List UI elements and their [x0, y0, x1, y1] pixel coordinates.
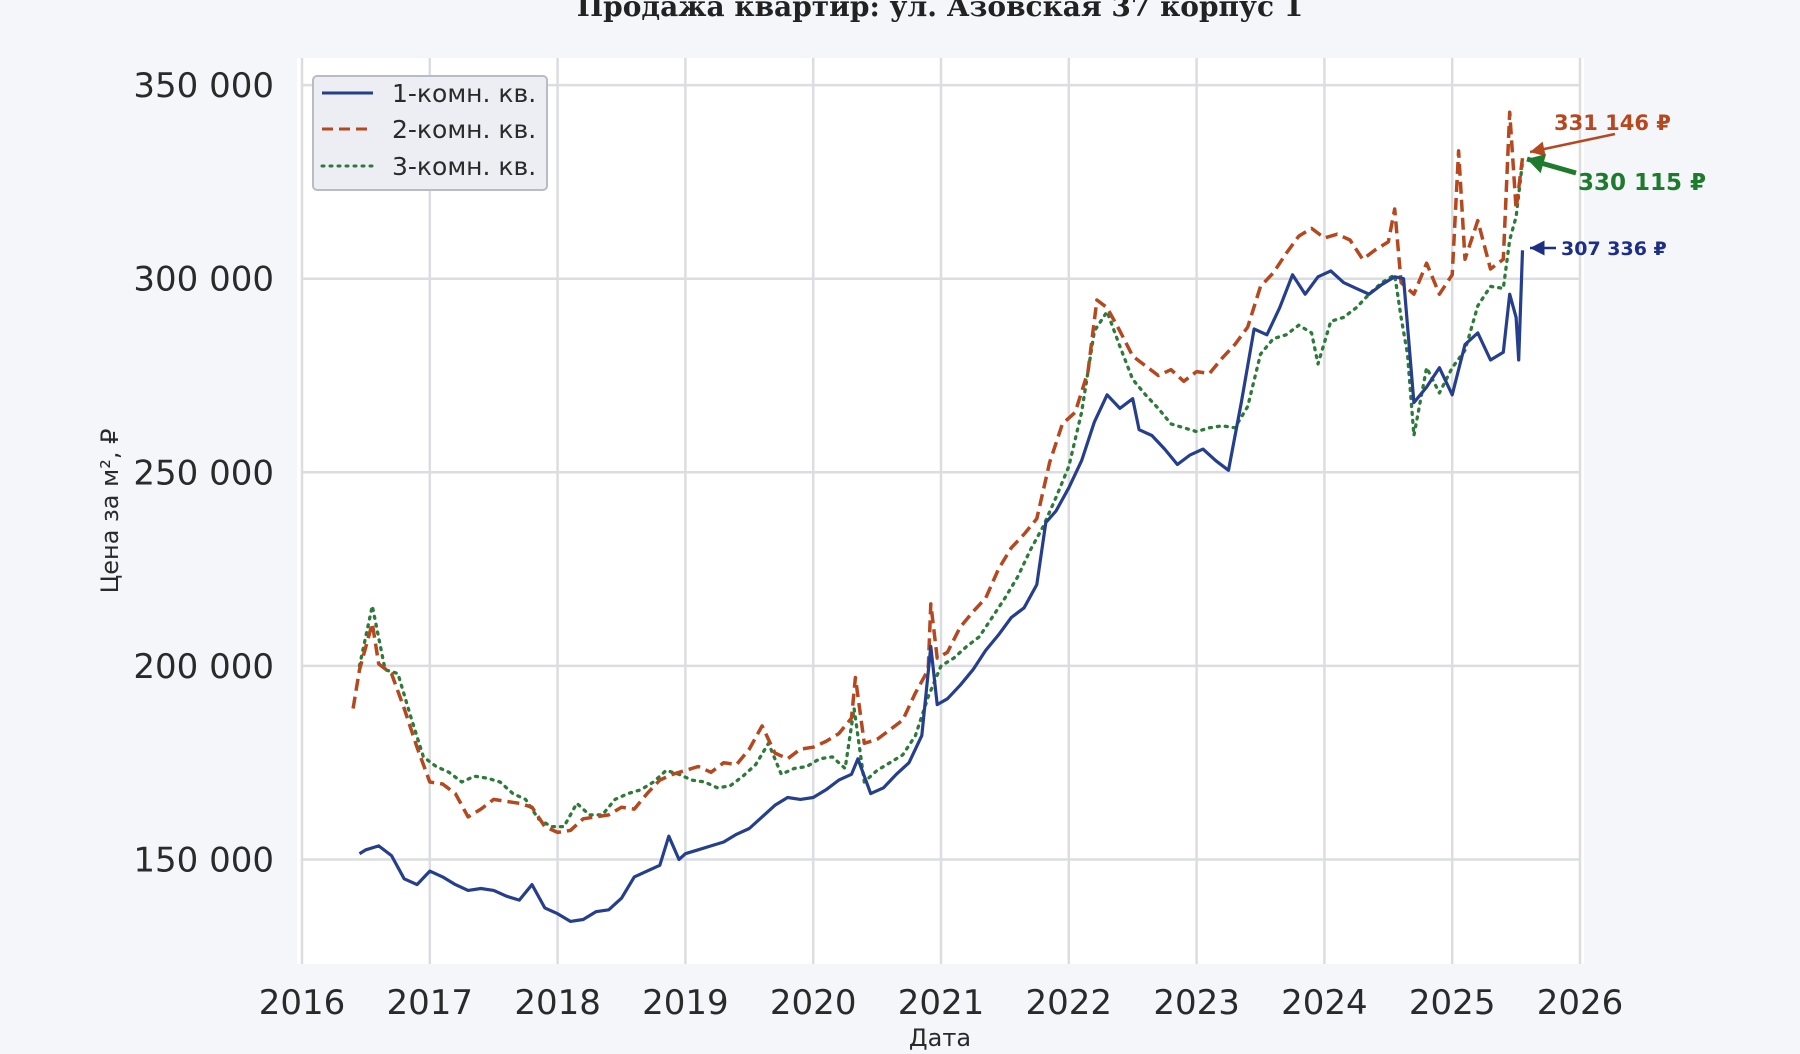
legend-label-2: 2-комн. кв. — [392, 115, 536, 144]
annotation-arrowhead-1 — [1530, 141, 1546, 157]
legend-label-1: 1-комн. кв. — [392, 79, 536, 108]
x-tick-label: 2025 — [1409, 983, 1496, 1023]
series-line-1 — [358, 250, 1525, 923]
x-tick-label: 2023 — [1153, 983, 1240, 1023]
x-tick-label: 2016 — [259, 983, 346, 1023]
x-tick-label: 2017 — [387, 983, 474, 1023]
x-tick-label: 2026 — [1537, 983, 1624, 1023]
annotation-label-2: 330 115 ₽ — [1578, 170, 1706, 196]
series-line-3 — [357, 160, 1525, 829]
annotation-label-3: 307 336 ₽ — [1561, 238, 1667, 260]
y-tick-label: 250 000 — [133, 453, 274, 493]
axis-ticks: 2016 2017 2018 2019 2020 2021 2022 2023 2024 2025… — [133, 66, 1623, 1023]
x-tick-label: 2024 — [1281, 983, 1368, 1023]
legend-box — [312, 75, 548, 191]
x-tick-label: 2019 — [642, 983, 729, 1023]
y-tick-label: 200 000 — [133, 647, 274, 687]
y-axis-label: Цена за м², ₽ — [96, 429, 124, 594]
y-tick-label: 350 000 — [133, 66, 274, 106]
annotation-arrowhead-3 — [1530, 240, 1545, 256]
series-line-2 — [351, 110, 1525, 835]
legend: 1-комн. кв. 2-комн. кв. 3-комн. кв. — [312, 75, 548, 191]
chart-title: Продажа квартир: ул. Азовская 37 корпус … — [577, 0, 1304, 23]
legend-label-3: 3-комн. кв. — [392, 152, 536, 181]
x-tick-label: 2018 — [514, 983, 601, 1023]
x-tick-label: 2021 — [898, 983, 985, 1023]
x-tick-label: 2022 — [1026, 983, 1113, 1023]
series-group — [351, 110, 1525, 923]
y-tick-label: 300 000 — [133, 260, 274, 300]
annotation-label-1: 331 146 ₽ — [1554, 111, 1671, 135]
y-tick-label: 150 000 — [133, 840, 274, 880]
annotations: 331 146 ₽ 330 115 ₽ 307 336 ₽ — [1526, 111, 1706, 260]
x-tick-label: 2020 — [770, 983, 857, 1023]
x-axis-label: Дата — [909, 1024, 971, 1050]
annotation-arrowhead-2 — [1527, 154, 1547, 174]
